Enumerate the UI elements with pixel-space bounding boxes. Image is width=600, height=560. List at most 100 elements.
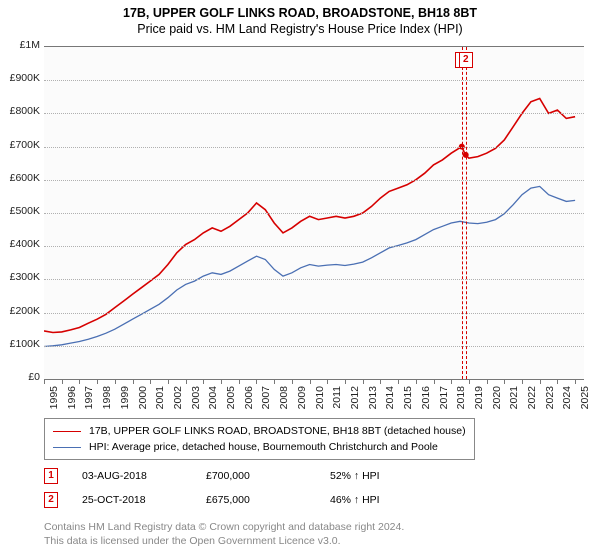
x-tick-label: 2021 — [508, 386, 520, 416]
x-tick-label: 2012 — [349, 386, 361, 416]
x-tick-label: 2025 — [579, 386, 591, 416]
x-tick-label: 2007 — [260, 386, 272, 416]
y-tick-label: £400K — [2, 238, 40, 250]
x-tick-label: 2002 — [172, 386, 184, 416]
transaction-price: £700,000 — [206, 470, 306, 482]
chart-container: 17B, UPPER GOLF LINKS ROAD, BROADSTONE, … — [0, 0, 600, 560]
gridline — [44, 346, 584, 347]
transaction-row: 1 03-AUG-2018 £700,000 52% ↑ HPI — [44, 468, 430, 484]
legend-label: HPI: Average price, detached house, Bour… — [89, 441, 438, 453]
marker-line — [462, 47, 463, 379]
footer-attribution: Contains HM Land Registry data © Crown c… — [44, 520, 404, 548]
x-tick — [469, 379, 470, 384]
x-tick — [327, 379, 328, 384]
y-tick-label: £700K — [2, 139, 40, 151]
x-tick-label: 2018 — [455, 386, 467, 416]
y-tick-label: £300K — [2, 271, 40, 283]
title-line-2: Price paid vs. HM Land Registry's House … — [0, 22, 600, 36]
y-tick-label: £500K — [2, 205, 40, 217]
legend-row: HPI: Average price, detached house, Bour… — [53, 439, 466, 455]
x-tick — [239, 379, 240, 384]
gridline — [44, 246, 584, 247]
legend: 17B, UPPER GOLF LINKS ROAD, BROADSTONE, … — [44, 418, 475, 460]
x-tick — [97, 379, 98, 384]
footer-line-1: Contains HM Land Registry data © Crown c… — [44, 520, 404, 534]
x-tick-label: 2006 — [243, 386, 255, 416]
x-tick-label: 2013 — [367, 386, 379, 416]
x-tick-label: 2004 — [207, 386, 219, 416]
title-line-1: 17B, UPPER GOLF LINKS ROAD, BROADSTONE, … — [0, 6, 600, 20]
transaction-delta: 46% ↑ HPI — [330, 494, 430, 506]
x-tick-label: 2022 — [526, 386, 538, 416]
y-tick-label: £0 — [2, 371, 40, 383]
x-tick — [79, 379, 80, 384]
legend-label: 17B, UPPER GOLF LINKS ROAD, BROADSTONE, … — [89, 425, 466, 437]
x-tick — [345, 379, 346, 384]
x-tick-label: 1996 — [66, 386, 78, 416]
transaction-row: 225-OCT-2018£675,00046% ↑ HPI — [44, 492, 430, 508]
series-hpi — [44, 186, 575, 346]
marker-line — [466, 47, 467, 379]
title-block: 17B, UPPER GOLF LINKS ROAD, BROADSTONE, … — [0, 0, 600, 36]
x-tick — [115, 379, 116, 384]
transaction-delta: 52% ↑ HPI — [330, 470, 430, 482]
x-tick-label: 2019 — [473, 386, 485, 416]
x-tick-label: 1997 — [83, 386, 95, 416]
x-tick — [398, 379, 399, 384]
x-tick-label: 2008 — [278, 386, 290, 416]
x-tick — [557, 379, 558, 384]
x-tick — [168, 379, 169, 384]
x-tick — [133, 379, 134, 384]
x-tick — [221, 379, 222, 384]
x-tick — [256, 379, 257, 384]
x-tick-label: 2011 — [331, 386, 343, 416]
legend-swatch — [53, 431, 81, 432]
x-tick-label: 2010 — [314, 386, 326, 416]
transaction-marker: 1 — [44, 468, 58, 484]
x-tick — [416, 379, 417, 384]
x-tick — [44, 379, 45, 384]
transaction-date: 03-AUG-2018 — [82, 470, 182, 482]
x-tick — [434, 379, 435, 384]
x-tick-label: 2024 — [561, 386, 573, 416]
x-tick-label: 2005 — [225, 386, 237, 416]
y-tick-label: £900K — [2, 72, 40, 84]
transaction-date: 25-OCT-2018 — [82, 494, 182, 506]
gridline — [44, 113, 584, 114]
x-tick-label: 2016 — [420, 386, 432, 416]
x-tick-label: 2017 — [438, 386, 450, 416]
x-tick-label: 1995 — [48, 386, 60, 416]
x-tick-label: 2015 — [402, 386, 414, 416]
x-tick — [310, 379, 311, 384]
x-tick — [451, 379, 452, 384]
x-tick-label: 2000 — [137, 386, 149, 416]
x-tick-label: 1998 — [101, 386, 113, 416]
gridline — [44, 213, 584, 214]
legend-swatch — [53, 447, 81, 448]
y-tick-label: £800K — [2, 105, 40, 117]
x-tick — [292, 379, 293, 384]
x-tick-label: 2023 — [544, 386, 556, 416]
x-tick — [62, 379, 63, 384]
x-tick-label: 1999 — [119, 386, 131, 416]
x-tick-label: 2003 — [190, 386, 202, 416]
x-tick-label: 2020 — [491, 386, 503, 416]
x-tick — [150, 379, 151, 384]
x-tick — [274, 379, 275, 384]
y-tick-label: £1M — [2, 39, 40, 51]
legend-row: 17B, UPPER GOLF LINKS ROAD, BROADSTONE, … — [53, 423, 466, 439]
transaction-price: £675,000 — [206, 494, 306, 506]
gridline — [44, 147, 584, 148]
x-tick — [522, 379, 523, 384]
x-tick-label: 2009 — [296, 386, 308, 416]
x-tick-label: 2014 — [384, 386, 396, 416]
gridline — [44, 313, 584, 314]
y-tick-label: £600K — [2, 172, 40, 184]
y-tick-label: £200K — [2, 305, 40, 317]
gridline — [44, 180, 584, 181]
x-tick — [203, 379, 204, 384]
x-tick — [186, 379, 187, 384]
x-tick — [363, 379, 364, 384]
x-tick — [487, 379, 488, 384]
x-tick-label: 2001 — [154, 386, 166, 416]
